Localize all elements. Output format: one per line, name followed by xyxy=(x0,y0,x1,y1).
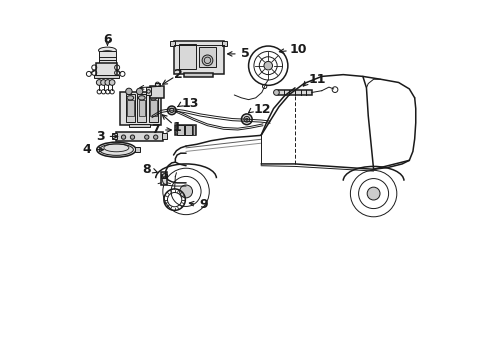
Bar xyxy=(117,132,163,141)
Ellipse shape xyxy=(98,47,117,54)
Text: 1: 1 xyxy=(173,121,181,134)
Text: 5: 5 xyxy=(241,48,249,60)
Circle shape xyxy=(100,80,106,85)
Circle shape xyxy=(180,185,193,198)
Text: 6: 6 xyxy=(103,33,112,46)
Bar xyxy=(161,172,168,185)
Circle shape xyxy=(147,88,153,95)
Circle shape xyxy=(136,88,143,95)
Circle shape xyxy=(126,88,132,95)
Text: 8: 8 xyxy=(143,163,151,176)
Bar xyxy=(127,100,134,116)
Bar xyxy=(193,125,195,135)
Text: 9: 9 xyxy=(199,198,208,211)
Bar xyxy=(139,100,146,116)
Circle shape xyxy=(245,118,248,120)
Bar xyxy=(198,47,217,67)
Circle shape xyxy=(176,132,178,134)
Circle shape xyxy=(105,80,111,85)
Circle shape xyxy=(168,106,176,114)
Text: 7: 7 xyxy=(151,123,160,136)
Text: 4: 4 xyxy=(82,143,91,156)
Bar xyxy=(146,87,151,95)
Bar xyxy=(112,133,117,139)
Bar xyxy=(150,100,157,116)
Circle shape xyxy=(130,135,135,139)
Bar xyxy=(185,125,192,135)
Ellipse shape xyxy=(127,96,134,100)
Bar xyxy=(174,41,223,74)
Bar xyxy=(222,41,227,46)
Bar xyxy=(138,94,147,122)
Bar xyxy=(126,94,135,122)
Bar xyxy=(94,75,119,78)
Circle shape xyxy=(163,174,167,178)
Ellipse shape xyxy=(97,142,136,157)
Bar xyxy=(135,148,140,152)
Circle shape xyxy=(153,135,158,139)
Ellipse shape xyxy=(202,55,213,66)
Bar xyxy=(162,133,168,139)
Text: 10: 10 xyxy=(290,43,307,56)
Circle shape xyxy=(176,126,178,128)
Bar xyxy=(184,73,213,77)
Text: 3: 3 xyxy=(96,130,104,143)
Ellipse shape xyxy=(150,96,157,100)
Text: 13: 13 xyxy=(182,98,199,111)
Circle shape xyxy=(97,80,102,85)
Bar xyxy=(155,83,160,86)
Circle shape xyxy=(264,62,272,70)
Text: 12: 12 xyxy=(253,103,270,116)
Ellipse shape xyxy=(138,96,145,100)
Bar xyxy=(150,86,164,98)
Bar xyxy=(120,93,161,125)
Bar xyxy=(129,123,150,127)
Text: 2: 2 xyxy=(174,68,183,81)
Bar xyxy=(278,90,312,95)
Circle shape xyxy=(109,80,115,85)
Circle shape xyxy=(273,90,279,95)
Bar xyxy=(179,44,196,69)
Circle shape xyxy=(122,135,126,139)
Bar xyxy=(96,63,117,76)
Bar xyxy=(170,41,175,46)
Bar xyxy=(99,51,116,64)
Circle shape xyxy=(145,135,149,139)
Circle shape xyxy=(242,114,252,125)
Bar xyxy=(161,174,168,178)
Bar xyxy=(175,125,196,135)
Circle shape xyxy=(367,187,380,200)
Bar xyxy=(177,125,184,135)
Text: 11: 11 xyxy=(309,73,326,86)
Circle shape xyxy=(176,129,178,131)
Bar xyxy=(149,94,158,122)
